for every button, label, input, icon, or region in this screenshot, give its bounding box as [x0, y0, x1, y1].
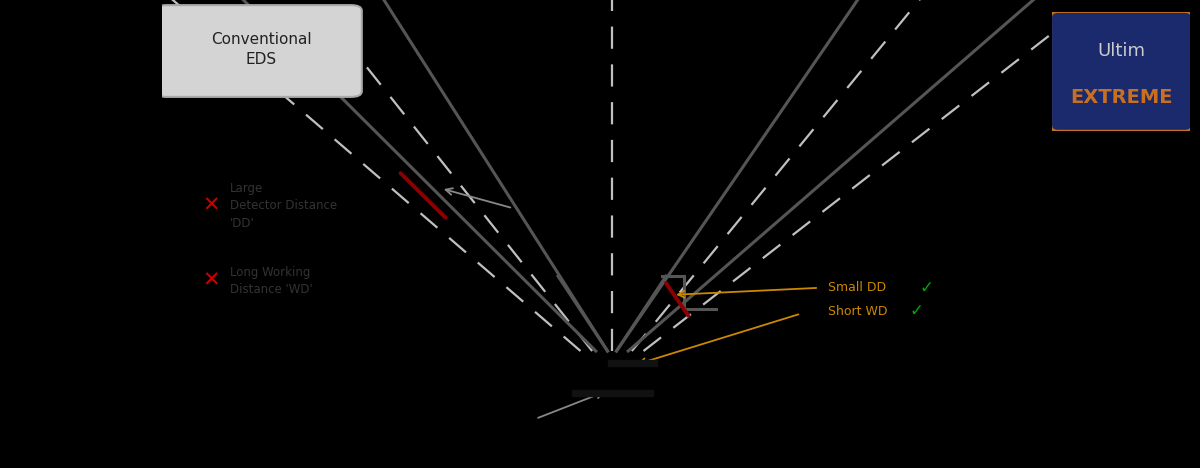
Text: ✕: ✕ — [203, 271, 221, 291]
Text: ✕: ✕ — [203, 196, 221, 216]
Bar — [571, 390, 653, 396]
Text: ✓: ✓ — [910, 302, 923, 320]
Bar — [607, 359, 658, 366]
Text: Small DD: Small DD — [828, 281, 890, 294]
Text: Conventional
EDS: Conventional EDS — [211, 32, 311, 66]
Text: Large
Detector Distance
'DD': Large Detector Distance 'DD' — [229, 182, 337, 230]
FancyBboxPatch shape — [156, 5, 362, 97]
FancyBboxPatch shape — [1050, 10, 1193, 132]
Text: Long Working
Distance 'WD': Long Working Distance 'WD' — [229, 265, 312, 296]
Text: ✓: ✓ — [919, 279, 934, 297]
Text: EXTREME: EXTREME — [1070, 88, 1172, 107]
Text: Short WD: Short WD — [828, 305, 892, 318]
Text: Ultim: Ultim — [1098, 42, 1146, 60]
